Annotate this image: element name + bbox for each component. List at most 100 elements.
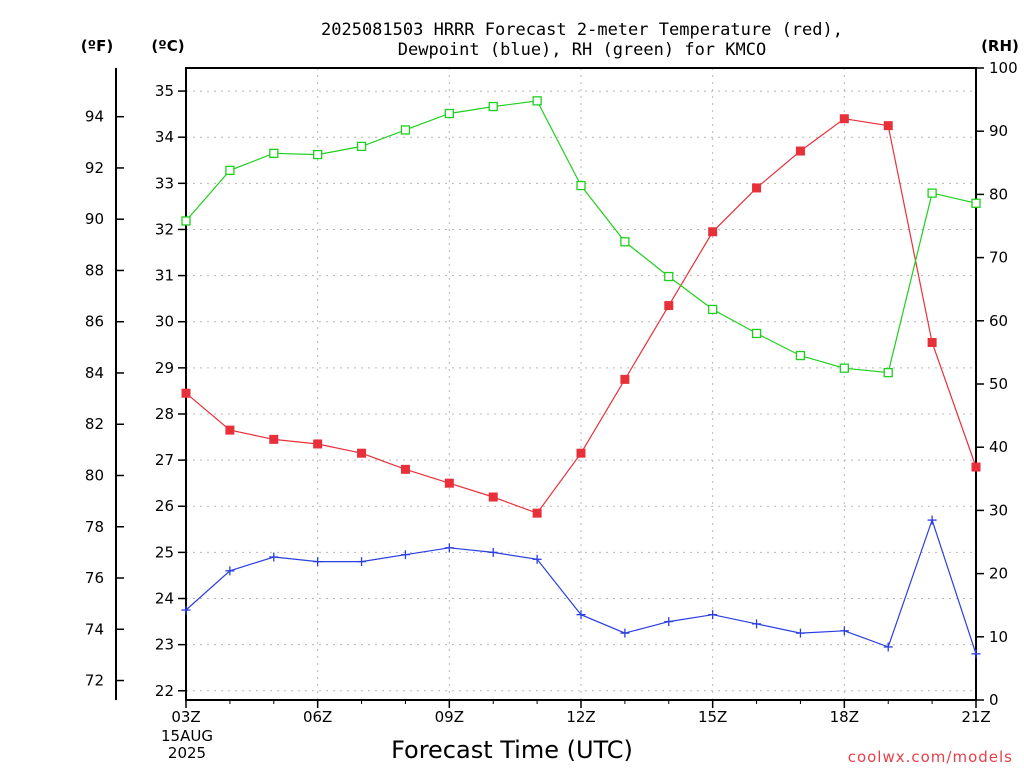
dewpoint-point: [532, 554, 542, 564]
celsius-tick-label: 25: [155, 543, 174, 561]
fahrenheit-tick-label: 84: [85, 364, 104, 382]
rh-point: [883, 367, 893, 378]
rh-point: [444, 108, 454, 119]
dewpoint-point: [576, 610, 586, 620]
temperature-point: [839, 114, 849, 124]
rh-point: [532, 96, 542, 106]
rh-axis: 0 10 20 30 40 50 60 70 80 90 100: [976, 59, 1018, 709]
celsius-tick-label: 27: [155, 451, 174, 469]
date-label-day: 15AUG: [161, 727, 213, 745]
temperature-point: [269, 434, 279, 444]
rh-point: [356, 141, 367, 152]
temperature-point: [620, 374, 630, 384]
dewpoint-point: [181, 605, 191, 615]
x-axis: 03Z 06Z 09Z 12Z 15Z 18Z 21Z: [171, 700, 991, 726]
dewpoint-point: [444, 543, 454, 553]
dewpoint-point: [488, 547, 498, 557]
temperature-point: [752, 183, 762, 193]
dewpoint-point: [225, 566, 235, 576]
series-layer: [181, 96, 981, 659]
temperature-point: [971, 462, 981, 472]
dewpoint-point: [883, 642, 893, 652]
rh-tick-label: 70: [989, 249, 1008, 267]
rh-tick-label: 90: [989, 122, 1008, 140]
dewpoint-point: [752, 619, 762, 629]
rh-point: [971, 198, 981, 208]
temperature-point: [444, 478, 454, 488]
celsius-tick-label: 29: [155, 359, 174, 377]
celsius-tick-label: 26: [155, 497, 174, 515]
rh-point: [576, 180, 586, 191]
x-axis-label: Forecast Time (UTC): [391, 736, 633, 764]
fahrenheit-unit-label: (ºF): [81, 37, 113, 55]
temperature-point: [708, 227, 718, 237]
fahrenheit-tick-label: 88: [85, 261, 104, 279]
dewpoint-point: [927, 515, 937, 525]
celsius-tick-label: 33: [155, 174, 174, 192]
rh-point: [664, 271, 674, 282]
temperature-series: [181, 114, 981, 518]
celsius-tick-label: 23: [155, 636, 174, 654]
celsius-tick-label: 34: [155, 128, 174, 146]
chart-title-line1: 2025081503 HRRR Forecast 2-meter Tempera…: [321, 20, 843, 40]
x-tick-label: 06Z: [303, 708, 332, 726]
rh-point: [488, 101, 498, 112]
fahrenheit-tick-label: 86: [85, 313, 104, 331]
x-tick-label: 21Z: [961, 708, 990, 726]
dewpoint-point: [400, 550, 410, 560]
rh-tick-label: 100: [989, 59, 1018, 77]
temperature-point: [225, 425, 235, 435]
temperature-point: [313, 439, 323, 449]
rh-tick-label: 0: [989, 691, 999, 709]
celsius-tick-label: 22: [155, 682, 174, 700]
celsius-tick-label: 28: [155, 405, 174, 423]
temperature-point: [181, 388, 191, 398]
dewpoint-point: [839, 626, 849, 636]
temperature-point: [795, 146, 805, 156]
x-tick-label: 03Z: [171, 708, 200, 726]
dewpoint-series: [181, 515, 981, 659]
dewpoint-point: [620, 628, 630, 638]
rh-point: [795, 350, 806, 361]
rh-point: [181, 216, 191, 226]
celsius-tick-label: 30: [155, 313, 174, 331]
fahrenheit-axis: 72 74 76 78 80 82 84 86 88 90 92 94: [85, 108, 124, 690]
dewpoint-point: [357, 557, 367, 567]
x-tick-label: 09Z: [435, 708, 464, 726]
dewpoint-point: [795, 628, 805, 638]
temperature-point: [576, 448, 586, 458]
rh-point: [225, 165, 235, 176]
temperature-point: [357, 448, 367, 458]
rh-series: [181, 96, 981, 378]
dewpoint-point: [269, 552, 279, 562]
fahrenheit-tick-label: 78: [85, 518, 104, 536]
fahrenheit-tick-label: 74: [85, 620, 104, 638]
fahrenheit-tick-label: 72: [85, 672, 104, 690]
fahrenheit-tick-label: 80: [85, 466, 104, 484]
fahrenheit-tick-label: 82: [85, 415, 104, 433]
gridlines: [186, 68, 976, 700]
rh-point: [927, 188, 937, 198]
temperature-point: [488, 492, 498, 502]
rh-point: [751, 328, 762, 339]
rh-tick-label: 10: [989, 628, 1008, 646]
rh-unit-label: (RH): [981, 37, 1019, 55]
rh-tick-label: 30: [989, 501, 1008, 519]
chart-title-line2: Dewpoint (blue), RH (green) for KMCO: [398, 40, 766, 60]
x-tick-label: 18Z: [830, 708, 859, 726]
rh-tick-label: 40: [989, 438, 1008, 456]
fahrenheit-tick-label: 90: [85, 210, 104, 228]
temperature-point: [927, 337, 937, 347]
celsius-unit-label: (ºC): [151, 37, 184, 55]
rh-point: [620, 237, 630, 247]
temperature-point: [400, 464, 410, 474]
fahrenheit-tick-label: 92: [85, 159, 104, 177]
temperature-point: [532, 508, 542, 518]
x-tick-label: 15Z: [698, 708, 727, 726]
credit-text: coolwx.com/models: [848, 748, 1013, 766]
rh-point: [400, 125, 411, 135]
celsius-tick-label: 32: [155, 220, 174, 238]
celsius-tick-label: 35: [155, 82, 174, 100]
temperature-point: [883, 121, 893, 131]
